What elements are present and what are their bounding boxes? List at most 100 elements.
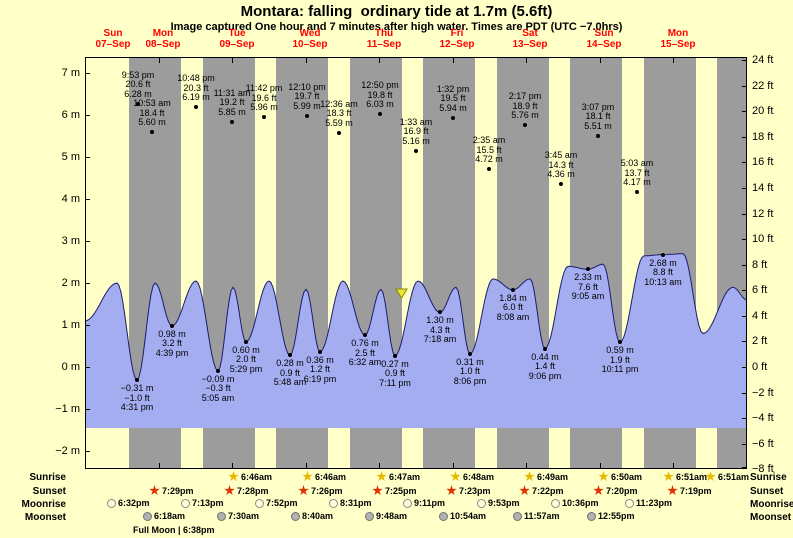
high-tide-annotation-line: 4.17 m (623, 177, 651, 188)
high-tide-annotation: 3:45 am 14.3 ft 4.36 m (545, 151, 578, 180)
high-tide-annotation: 9:53 pm 20.6 ft 6.28 m (122, 70, 155, 100)
moonrise-time: 6:32pm (118, 498, 150, 508)
tide-plot-area: 9:53 pm 20.6 ft 6.28 m 10:53 am 18.4 ft 5.60 … (85, 57, 747, 469)
high-tide-annotation: 11:31 am 19.2 ft 5.85 m (214, 88, 251, 118)
low-tide-dot (511, 287, 515, 292)
day-date: 10–Sep (292, 39, 328, 50)
low-tide-dot (543, 346, 547, 351)
tide-area-fill (86, 253, 746, 428)
high-tide-dot (414, 148, 418, 153)
high-tide-dot (150, 130, 154, 135)
moonset-entry: 11:57am (513, 511, 560, 521)
moonset-time: 10:54am (450, 511, 487, 521)
high-tide-annotation-line: 13.7 ft (624, 167, 650, 178)
high-tide-annotation-line: 15.5 ft (476, 144, 502, 155)
low-tide-annotation-line: 0.9 ft (279, 367, 300, 378)
low-tide-annotation-line: 0.9 ft (384, 368, 406, 379)
moonset-time: 6:18am (154, 511, 186, 521)
low-tide-annotation-line: 4:31 pm (120, 402, 154, 412)
sunrise-time: 6:48am (463, 471, 495, 482)
high-tide-annotation-line: 1:32 pm (436, 83, 470, 94)
high-tide-annotation: 2:35 am 15.5 ft 4.72 m (473, 136, 506, 165)
feet-tick-label: −8 ft (752, 463, 774, 476)
moonrise-entry: 10:36pm (551, 498, 599, 508)
meters-tick-label: 7 m (61, 67, 80, 80)
midnight-tick (306, 58, 307, 63)
low-tide-annotation-line: 0.59 m (606, 345, 634, 356)
high-tide-dot (136, 101, 140, 106)
feet-tick-label: 0 ft (752, 361, 768, 373)
feet-tick-label: 24 ft (752, 54, 774, 67)
low-tide-annotation-line: 10:13 am (644, 276, 682, 287)
low-tide-annotation: 0.44 m 1.4 ft 9:06 pm (528, 352, 562, 382)
low-tide-annotation-line: 7:11 pm (379, 377, 411, 388)
moonset-row-label-left: Moonset (24, 512, 66, 523)
moonrise-entry: 9:53pm (477, 498, 520, 508)
midnight-tick (526, 463, 527, 468)
low-tide-dot (468, 351, 472, 356)
moonrise-entry: 11:23pm (625, 498, 672, 508)
feet-tick-label: 18 ft (752, 130, 774, 143)
low-tide-annotation-line: −0.09 m (201, 373, 235, 384)
current-tide-marker (395, 286, 408, 304)
sunset-star (593, 485, 604, 496)
sunset-entry: 7:22pm (519, 485, 564, 496)
high-tide-annotation-line: 5.60 m (138, 117, 166, 128)
high-tide-annotation-line: 18.3 ft (326, 108, 352, 119)
high-tide-annotation-line: 19.2 ft (219, 97, 245, 108)
sunrise-entry: 6:46am (228, 471, 272, 482)
high-tide-annotation: 12:36 am 18.3 ft 5.59 m (320, 99, 358, 129)
low-tide-annotation: 0.76 m 2.5 ft 6:32 am (349, 339, 382, 368)
midnight-tick (159, 463, 160, 468)
high-tide-annotation-line: 12:10 pm (288, 81, 326, 92)
high-tide-annotation-line: 18.4 ft (139, 107, 165, 118)
tide-curve-line (86, 253, 746, 381)
moonrise-time: 7:13pm (192, 498, 224, 508)
feet-tick-label: 16 ft (752, 156, 774, 169)
sunrise-time: 6:47am (389, 471, 421, 482)
meters-tick-label: 1 m (61, 319, 80, 332)
sunset-entry: 7:26pm (298, 485, 343, 496)
meters-tick-label: 5 m (61, 151, 80, 164)
day-name: Wed (299, 28, 321, 39)
high-tide-annotation: 11:42 pm 19.6 ft 5.96 m (246, 84, 283, 113)
low-tide-annotation-line: 5:29 pm (229, 363, 263, 374)
moonrise-time: 9:11pm (414, 498, 446, 508)
sunrise-row-label-left: Sunrise (29, 472, 66, 483)
meters-tick (86, 241, 90, 243)
meters-tick-label: 6 m (61, 109, 80, 122)
feet-tick-label: 2 ft (752, 335, 768, 348)
low-tide-annotation-line: 4:39 pm (155, 347, 189, 358)
sunrise-time: 6:46am (315, 471, 347, 482)
moonset-circle (365, 511, 374, 521)
low-tide-annotation: −0.09 m −0.3 ft 5:05 am (201, 373, 235, 404)
feet-tick (742, 290, 746, 292)
feet-tick (742, 418, 746, 420)
low-tide-annotation-line: 0.31 m (456, 356, 484, 367)
sunrise-star (524, 471, 535, 482)
low-tide-annotation-line: 9:06 pm (528, 370, 562, 381)
day-date: 15–Sep (660, 39, 696, 50)
moonrise-entry: 8:31pm (329, 498, 372, 508)
day-date: 09–Sep (219, 39, 255, 50)
sunrise-star (302, 471, 313, 482)
high-tide-dot (559, 182, 563, 187)
high-tide-annotation-line: 6.03 m (366, 99, 394, 110)
low-tide-annotation-line: 6:32 am (348, 357, 382, 368)
feet-tick-label: 22 ft (752, 79, 774, 92)
high-tide-annotation: 10:53 am 18.4 ft 5.60 m (133, 99, 171, 128)
high-tide-annotation: 1:33 am 16.9 ft 5.16 m (400, 117, 433, 147)
moonrise-circle (625, 498, 634, 508)
midnight-tick (453, 58, 454, 63)
moonset-entry: 9:48am (365, 511, 407, 521)
moonset-entry: 7:30am (217, 511, 259, 521)
sunrise-entry: 6:51am (663, 471, 707, 482)
high-tide-annotation-line: 19.7 ft (294, 91, 320, 102)
high-tide-dot (487, 167, 491, 172)
sunrise-entry: 6:49am (524, 471, 568, 482)
feet-tick (742, 443, 746, 445)
feet-tick (742, 367, 746, 368)
moonset-entry: 12:55pm (587, 511, 635, 521)
low-tide-annotation-line: 0.27 m (381, 358, 409, 369)
low-tide-dot (363, 333, 367, 338)
